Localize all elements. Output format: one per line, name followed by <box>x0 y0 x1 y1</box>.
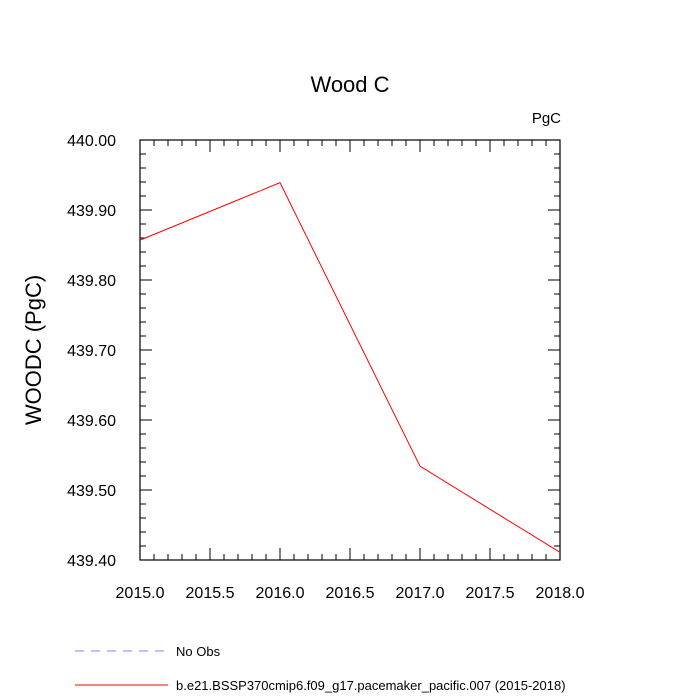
chart-title: Wood C <box>310 72 389 97</box>
series-lines <box>139 182 561 553</box>
legend-label: b.e21.BSSP370cmip6.f09_g17.pacemaker_pac… <box>176 678 566 693</box>
y-tick-label: 439.80 <box>67 273 116 290</box>
units-label: PgC <box>532 110 561 127</box>
y-tick-label: 439.90 <box>67 203 116 220</box>
x-tick-labels: 2015.0 2015.5 2016.0 2016.5 2017.0 2017.5 2018… <box>116 585 585 602</box>
x-tick-label: 2016.5 <box>326 585 375 602</box>
y-tick-label: 439.70 <box>67 343 116 360</box>
legend-label: No Obs <box>176 644 221 659</box>
y-tick-label: 439.60 <box>67 413 116 430</box>
y-tick-label: 439.40 <box>67 553 116 570</box>
x-tick-label: 2016.0 <box>256 585 305 602</box>
legend: No Obs b.e21.BSSP370cmip6.f09_g17.pacemak… <box>75 644 566 693</box>
plot-frame <box>139 139 561 561</box>
y-tick-label: 440.00 <box>67 133 116 150</box>
y-tick-label: 439.50 <box>67 483 116 500</box>
x-tick-label: 2017.5 <box>466 585 515 602</box>
x-tick-label: 2018.0 <box>536 585 585 602</box>
x-tick-label: 2015.5 <box>186 585 235 602</box>
x-tick-label: 2015.0 <box>116 585 165 602</box>
y-tick-labels: 439.40 439.50 439.60 439.70 439.80 439.90 440.… <box>67 133 116 570</box>
x-tick-label: 2017.0 <box>396 585 445 602</box>
series-line <box>139 182 561 553</box>
y-axis-label: WOODC (PgC) <box>21 275 46 425</box>
ticks <box>139 139 561 561</box>
